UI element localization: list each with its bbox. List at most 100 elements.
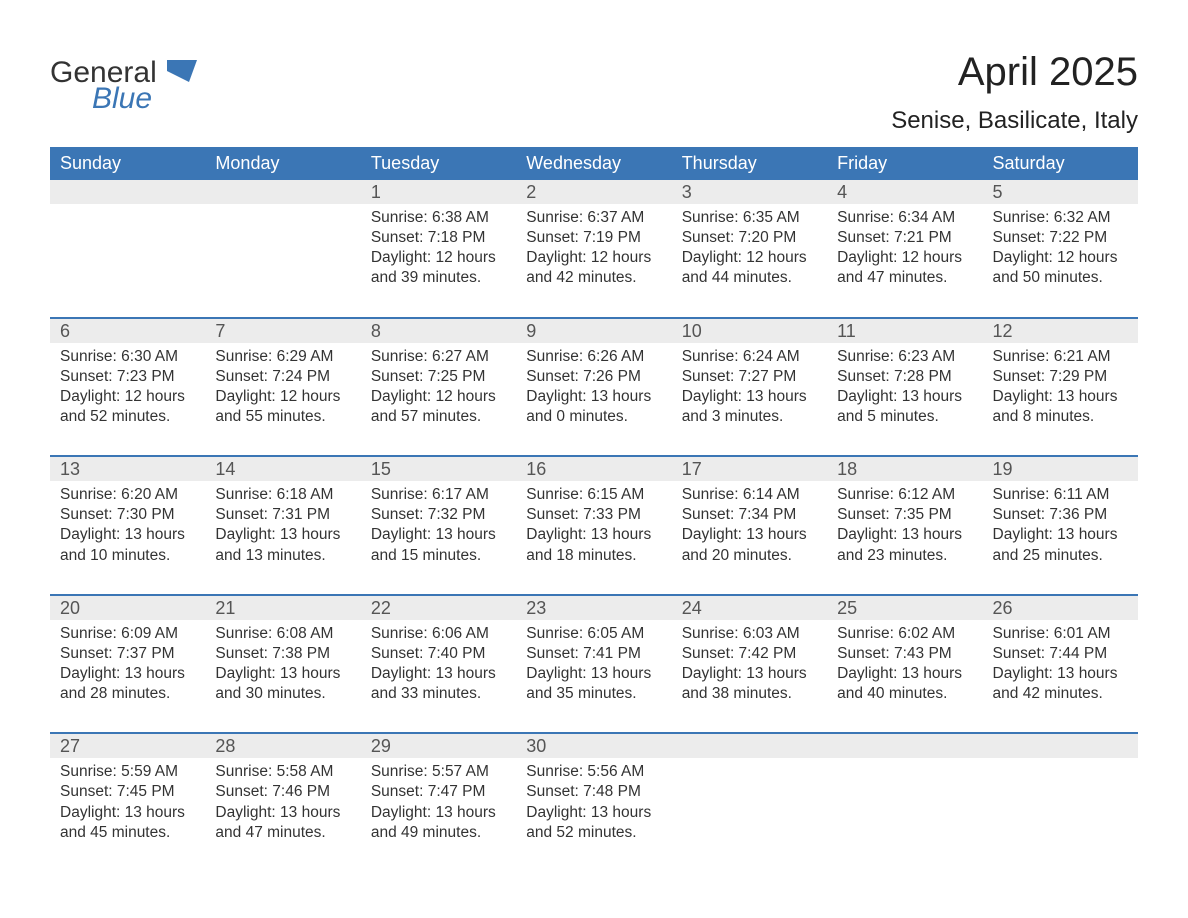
sunset-line: Sunset: 7:20 PM [682,228,817,248]
sunrise-line: Sunrise: 6:05 AM [526,624,661,644]
daylight-line: Daylight: 13 hours and 40 minutes. [837,664,972,704]
daylight-line: Daylight: 12 hours and 47 minutes. [837,248,972,288]
day-detail-cell [205,204,360,318]
sunrise-line: Sunrise: 6:20 AM [60,485,195,505]
day-number-cell [205,180,360,204]
sunset-line: Sunset: 7:26 PM [526,367,661,387]
day-detail-cell: Sunrise: 6:38 AMSunset: 7:18 PMDaylight:… [361,204,516,318]
day-detail-cell: Sunrise: 6:27 AMSunset: 7:25 PMDaylight:… [361,343,516,457]
sunset-line: Sunset: 7:37 PM [60,644,195,664]
sunset-line: Sunset: 7:28 PM [837,367,972,387]
sunset-line: Sunset: 7:29 PM [993,367,1128,387]
day-number-cell: 29 [361,734,516,758]
sunrise-line: Sunrise: 5:58 AM [215,762,350,782]
daylight-line: Daylight: 13 hours and 52 minutes. [526,803,661,843]
sunrise-line: Sunrise: 6:29 AM [215,347,350,367]
sunset-line: Sunset: 7:21 PM [837,228,972,248]
day-number-cell: 28 [205,734,360,758]
sunrise-line: Sunrise: 6:26 AM [526,347,661,367]
day-number-cell: 12 [983,319,1138,343]
daylight-line: Daylight: 13 hours and 8 minutes. [993,387,1128,427]
day-detail-row: Sunrise: 6:38 AMSunset: 7:18 PMDaylight:… [50,204,1138,318]
day-detail-row: Sunrise: 5:59 AMSunset: 7:45 PMDaylight:… [50,758,1138,871]
daylight-line: Daylight: 13 hours and 13 minutes. [215,525,350,565]
day-number-cell [50,180,205,204]
day-detail-cell: Sunrise: 6:35 AMSunset: 7:20 PMDaylight:… [672,204,827,318]
day-detail-cell: Sunrise: 6:05 AMSunset: 7:41 PMDaylight:… [516,620,671,734]
sunset-line: Sunset: 7:19 PM [526,228,661,248]
sunrise-line: Sunrise: 6:32 AM [993,208,1128,228]
daylight-line: Daylight: 13 hours and 20 minutes. [682,525,817,565]
day-detail-cell: Sunrise: 6:29 AMSunset: 7:24 PMDaylight:… [205,343,360,457]
sunset-line: Sunset: 7:18 PM [371,228,506,248]
day-detail-cell: Sunrise: 6:11 AMSunset: 7:36 PMDaylight:… [983,481,1138,595]
day-detail-cell: Sunrise: 5:58 AMSunset: 7:46 PMDaylight:… [205,758,360,871]
day-detail-row: Sunrise: 6:30 AMSunset: 7:23 PMDaylight:… [50,343,1138,457]
day-header: Tuesday [361,147,516,180]
day-detail-cell: Sunrise: 6:34 AMSunset: 7:21 PMDaylight:… [827,204,982,318]
title-block: April 2025 Senise, Basilicate, Italy [891,50,1138,135]
sunset-line: Sunset: 7:41 PM [526,644,661,664]
sunset-line: Sunset: 7:35 PM [837,505,972,525]
day-detail-cell: Sunrise: 6:18 AMSunset: 7:31 PMDaylight:… [205,481,360,595]
sunset-line: Sunset: 7:34 PM [682,505,817,525]
sunrise-line: Sunrise: 6:24 AM [682,347,817,367]
day-number-cell: 22 [361,596,516,620]
daylight-line: Daylight: 13 hours and 49 minutes. [371,803,506,843]
day-detail-cell [672,758,827,871]
sunset-line: Sunset: 7:42 PM [682,644,817,664]
day-number-cell: 9 [516,319,671,343]
day-number-cell: 1 [361,180,516,204]
daylight-line: Daylight: 13 hours and 28 minutes. [60,664,195,704]
day-number-cell: 7 [205,319,360,343]
sunrise-line: Sunrise: 6:11 AM [993,485,1128,505]
day-detail-cell: Sunrise: 6:20 AMSunset: 7:30 PMDaylight:… [50,481,205,595]
day-detail-cell: Sunrise: 5:57 AMSunset: 7:47 PMDaylight:… [361,758,516,871]
day-number-row: 12345 [50,180,1138,204]
day-number-cell: 10 [672,319,827,343]
day-number-cell: 23 [516,596,671,620]
sunset-line: Sunset: 7:45 PM [60,782,195,802]
sunrise-line: Sunrise: 6:02 AM [837,624,972,644]
day-detail-cell: Sunrise: 6:17 AMSunset: 7:32 PMDaylight:… [361,481,516,595]
day-detail-cell: Sunrise: 6:08 AMSunset: 7:38 PMDaylight:… [205,620,360,734]
daylight-line: Daylight: 13 hours and 47 minutes. [215,803,350,843]
page-title: April 2025 [891,50,1138,95]
sunset-line: Sunset: 7:25 PM [371,367,506,387]
sunrise-line: Sunrise: 6:34 AM [837,208,972,228]
day-number-row: 20212223242526 [50,596,1138,620]
day-number-cell: 6 [50,319,205,343]
day-number-row: 13141516171819 [50,457,1138,481]
sunset-line: Sunset: 7:27 PM [682,367,817,387]
sunrise-line: Sunrise: 6:06 AM [371,624,506,644]
day-number-cell: 25 [827,596,982,620]
sunrise-line: Sunrise: 6:37 AM [526,208,661,228]
day-number-cell: 2 [516,180,671,204]
daylight-line: Daylight: 12 hours and 50 minutes. [993,248,1128,288]
sunrise-line: Sunrise: 6:15 AM [526,485,661,505]
day-detail-cell: Sunrise: 6:15 AMSunset: 7:33 PMDaylight:… [516,481,671,595]
daylight-line: Daylight: 13 hours and 30 minutes. [215,664,350,704]
sunrise-line: Sunrise: 5:57 AM [371,762,506,782]
day-detail-cell: Sunrise: 6:09 AMSunset: 7:37 PMDaylight:… [50,620,205,734]
day-detail-row: Sunrise: 6:20 AMSunset: 7:30 PMDaylight:… [50,481,1138,595]
day-number-cell: 15 [361,457,516,481]
daylight-line: Daylight: 12 hours and 55 minutes. [215,387,350,427]
daylight-line: Daylight: 12 hours and 39 minutes. [371,248,506,288]
day-detail-cell: Sunrise: 6:30 AMSunset: 7:23 PMDaylight:… [50,343,205,457]
day-number-cell: 17 [672,457,827,481]
day-number-cell: 13 [50,457,205,481]
sunrise-line: Sunrise: 6:30 AM [60,347,195,367]
day-number-cell: 21 [205,596,360,620]
daylight-line: Daylight: 13 hours and 3 minutes. [682,387,817,427]
day-header: Monday [205,147,360,180]
sunset-line: Sunset: 7:44 PM [993,644,1128,664]
sunrise-line: Sunrise: 6:17 AM [371,485,506,505]
day-number-cell [983,734,1138,758]
day-header: Friday [827,147,982,180]
sunset-line: Sunset: 7:43 PM [837,644,972,664]
daylight-line: Daylight: 13 hours and 0 minutes. [526,387,661,427]
daylight-line: Daylight: 13 hours and 15 minutes. [371,525,506,565]
day-detail-cell: Sunrise: 6:06 AMSunset: 7:40 PMDaylight:… [361,620,516,734]
day-detail-cell: Sunrise: 6:23 AMSunset: 7:28 PMDaylight:… [827,343,982,457]
